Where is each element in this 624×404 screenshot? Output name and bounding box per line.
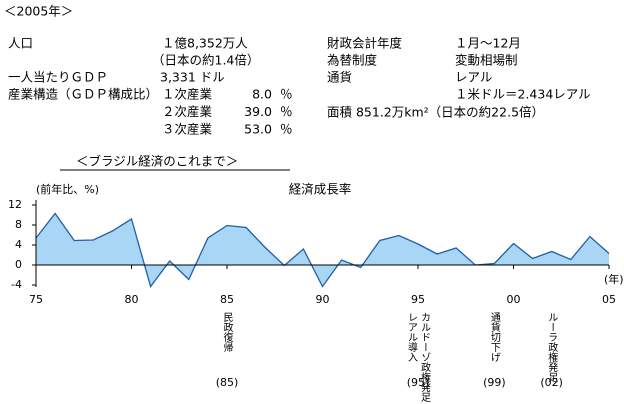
value: 3,331 ドル [160, 70, 225, 85]
event-text: カルドーゾ政権発足 [419, 312, 431, 403]
event-text: 民政復帰 [221, 312, 233, 352]
y-tick-label: -4 [11, 278, 22, 291]
label: 財政会計年度 [327, 36, 403, 51]
industry-share: 53.0 [244, 122, 272, 137]
value: １月～12月 [455, 36, 521, 51]
label: 為替制度 [327, 53, 378, 68]
x-tick-label: 75 [29, 293, 43, 306]
label: 通貨 [327, 70, 352, 85]
value: レアル [455, 70, 492, 85]
y-tick-label: 0 [15, 258, 22, 271]
header-title: ＜2005年＞ [4, 4, 73, 19]
event-year: (95) [407, 376, 430, 389]
event-year: (99) [483, 376, 506, 389]
y-tick-label: 4 [15, 238, 22, 251]
label: 産業構造（ＧＤＰ構成比） [8, 87, 158, 102]
x-tick-label: 00 [507, 293, 521, 306]
value: 変動相場制 [455, 53, 518, 68]
industry-name: ２次産業 [162, 104, 213, 119]
section-title: ＜ブラジル経済のこれまで＞ [76, 154, 238, 169]
event-year: (02) [540, 376, 563, 389]
event-text: レアル導入 [406, 312, 418, 362]
industry-unit: ％ [280, 104, 293, 119]
note: （日本の約1.4倍） [152, 53, 259, 68]
industry-unit: ％ [280, 122, 293, 137]
value: １億8,352万人 [162, 36, 248, 51]
industry-name: １次産業 [162, 87, 213, 102]
x-tick-label: 90 [316, 293, 330, 306]
event-text: ルーラ政権発足 [546, 312, 558, 383]
event-year: (85) [216, 376, 239, 389]
area-fill [36, 213, 609, 287]
label: 一人当たりＧＤＰ [8, 70, 108, 85]
area-line [35, 212, 610, 288]
x-tick-label: 80 [125, 293, 139, 306]
x-tick-label: 05 [602, 293, 616, 306]
x-tick-label: 95 [411, 293, 425, 306]
x-axis-label: (年) [604, 272, 624, 286]
event-text: 通貨切下げ [488, 312, 500, 362]
industry-name: ３次産業 [162, 122, 213, 137]
y-tick-label: 12 [8, 198, 22, 211]
industry-unit: ％ [280, 87, 293, 102]
chart-title: 経済成長率 [289, 182, 352, 197]
y-axis-label: (前年比、%) [36, 182, 99, 196]
industry-share: 39.0 [244, 104, 272, 119]
x-tick-label: 85 [220, 293, 234, 306]
industry-share: 8.0 [252, 87, 272, 102]
value: １米ドル＝2.434レアル [455, 87, 591, 102]
y-tick-label: 8 [15, 218, 22, 231]
label: 人口 [8, 36, 33, 51]
value: 面積 851.2万km²（日本の約22.5倍） [327, 105, 544, 120]
